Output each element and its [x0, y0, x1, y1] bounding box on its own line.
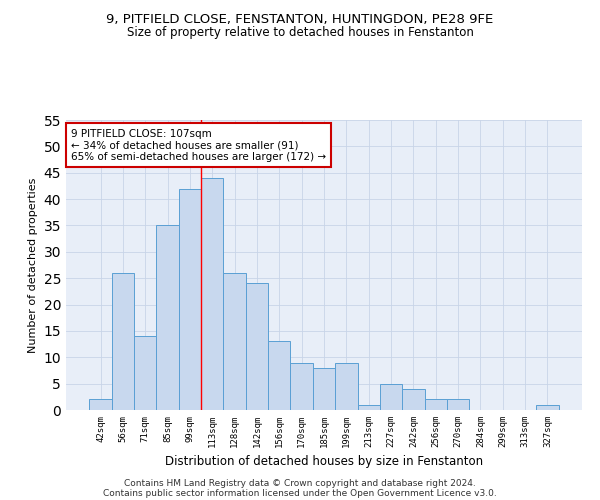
Bar [536, 404, 559, 410]
Bar [89, 400, 112, 410]
Bar [380, 384, 402, 410]
Bar [179, 188, 201, 410]
Bar [246, 284, 268, 410]
Bar [112, 273, 134, 410]
Bar [447, 400, 469, 410]
Bar [313, 368, 335, 410]
Y-axis label: Number of detached properties: Number of detached properties [28, 178, 38, 352]
Bar [134, 336, 157, 410]
X-axis label: Distribution of detached houses by size in Fenstanton: Distribution of detached houses by size … [165, 456, 483, 468]
Bar [358, 404, 380, 410]
Bar [268, 342, 290, 410]
Bar [402, 389, 425, 410]
Bar [223, 273, 246, 410]
Text: 9 PITFIELD CLOSE: 107sqm
← 34% of detached houses are smaller (91)
65% of semi-d: 9 PITFIELD CLOSE: 107sqm ← 34% of detach… [71, 128, 326, 162]
Bar [335, 362, 358, 410]
Text: Contains public sector information licensed under the Open Government Licence v3: Contains public sector information licen… [103, 488, 497, 498]
Text: 9, PITFIELD CLOSE, FENSTANTON, HUNTINGDON, PE28 9FE: 9, PITFIELD CLOSE, FENSTANTON, HUNTINGDO… [106, 12, 494, 26]
Bar [290, 362, 313, 410]
Bar [157, 226, 179, 410]
Text: Size of property relative to detached houses in Fenstanton: Size of property relative to detached ho… [127, 26, 473, 39]
Bar [201, 178, 223, 410]
Bar [425, 400, 447, 410]
Text: Contains HM Land Registry data © Crown copyright and database right 2024.: Contains HM Land Registry data © Crown c… [124, 478, 476, 488]
